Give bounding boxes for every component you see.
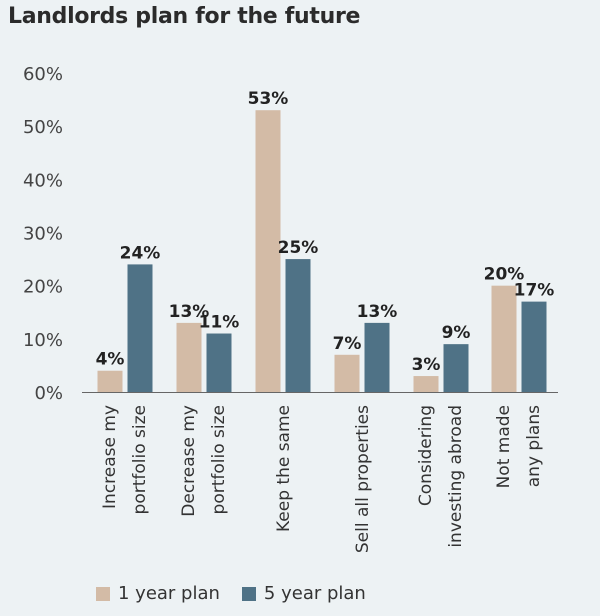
legend-item-5-year: 5 year plan: [241, 583, 366, 604]
x-category-label: Sell all properties: [353, 405, 373, 553]
bar-5-year-4: [443, 344, 469, 392]
data-label: 25%: [278, 238, 319, 258]
y-tick-label: 60%: [23, 64, 63, 85]
data-label: 24%: [120, 243, 161, 263]
bar-5-year-1: [206, 333, 232, 392]
y-tick-label: 0%: [34, 383, 63, 404]
bar-1-year-0: [97, 370, 123, 392]
data-label: 13%: [169, 302, 210, 322]
x-category-label: portfolio size: [130, 405, 150, 514]
x-category-label: Not made: [494, 405, 514, 488]
y-tick-label: 30%: [23, 224, 63, 245]
y-tick-label: 40%: [23, 170, 63, 191]
bar-1-year-5: [491, 285, 517, 392]
legend-swatch-1-year: [96, 586, 110, 601]
x-category-label: Decrease my: [179, 405, 199, 517]
x-category-label: Increase my: [100, 405, 120, 509]
x-category-label: investing abroad: [446, 405, 466, 548]
chart-legend: 1 year plan 5 year plan: [96, 583, 388, 604]
legend-label-1-year: 1 year plan: [118, 583, 220, 604]
y-tick-label: 20%: [23, 277, 63, 298]
bar-5-year-5: [521, 301, 547, 392]
data-label: 4%: [96, 350, 125, 370]
x-category-label: Considering: [416, 405, 436, 506]
bar-5-year-3: [364, 322, 390, 392]
data-label: 17%: [514, 281, 555, 301]
data-label: 13%: [357, 302, 398, 322]
x-category-label: any plans: [524, 405, 544, 487]
data-label: 9%: [442, 323, 471, 343]
x-category-label: Keep the same: [274, 405, 294, 532]
legend-item-1-year: 1 year plan: [96, 583, 220, 604]
x-category-label: portfolio size: [209, 405, 229, 514]
data-label: 7%: [333, 334, 362, 354]
data-label: 11%: [199, 313, 240, 333]
data-label: 53%: [248, 89, 289, 109]
bar-chart: 0% 10% 20% 30% 40% 50% 60% 4% 13% 53% 7% 3% 20% 24% 11…: [23, 64, 558, 553]
chart-title: Landlords plan for the future: [8, 4, 361, 29]
legend-label-5-year: 5 year plan: [263, 583, 366, 604]
data-label: 20%: [484, 265, 525, 285]
bar-1-year-1: [176, 322, 202, 392]
bar-1-year-3: [334, 354, 360, 392]
bar-1-year-2: [255, 110, 281, 392]
data-label: 3%: [412, 355, 441, 375]
bar-5-year-0: [127, 264, 153, 392]
y-tick-label: 10%: [23, 330, 63, 351]
legend-swatch-5-year: [241, 586, 256, 601]
y-tick-label: 50%: [23, 117, 63, 138]
bar-1-year-4: [413, 376, 439, 392]
bar-5-year-2: [285, 259, 311, 392]
